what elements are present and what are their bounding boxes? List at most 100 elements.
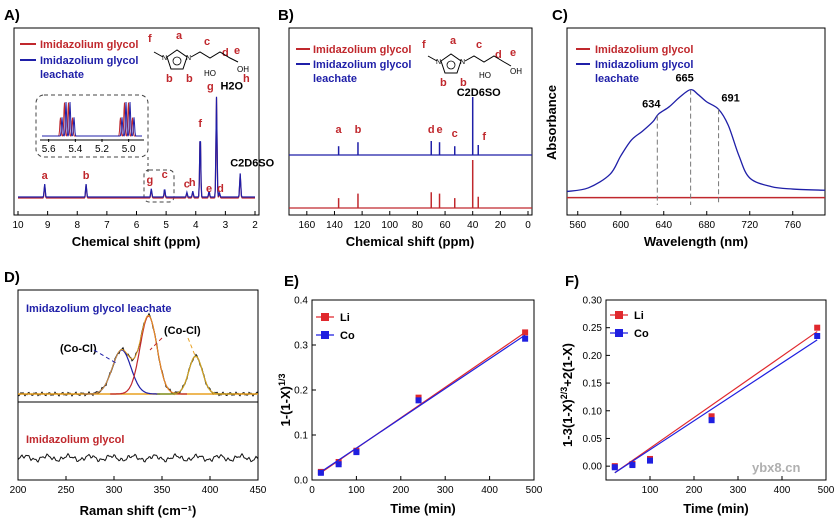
struct-h: h (243, 73, 250, 85)
panel-b-peak-label: a (336, 124, 343, 136)
b-struct-ho: HO (479, 71, 491, 80)
panel-c-xtick-label: 680 (698, 220, 715, 231)
panel-b-legend-leachate: Imidazolium glycol leachate (313, 59, 414, 85)
panel-d-plot (17, 312, 259, 463)
panel-b-xticks: 160 140 120 100 80 60 40 20 0 (298, 211, 531, 231)
panel-a-peak-label: c (184, 178, 190, 190)
panel-a-inset: 5.6 5.4 5.2 5.0 (40, 101, 144, 155)
b-struct-b1: b (440, 77, 447, 89)
panel-d-label: D) (4, 269, 20, 286)
b-struct-c: c (476, 39, 482, 51)
b-struct-n2: N (460, 59, 465, 66)
panel-c-xtick-label: 760 (784, 220, 801, 231)
panel-c-frame (566, 27, 826, 216)
panel-f-ylabel: 1-3(1-X)2/3+2(1-X) (559, 343, 575, 447)
panel-a: A) 10 9 8 7 6 5 4 3 2 Chemical shift (ppm) Imida… (4, 7, 275, 249)
struct-f: f (148, 33, 152, 45)
b-struct-f: f (422, 39, 426, 51)
panel-f-point-co (647, 457, 653, 464)
panel-b-xtick-label: 0 (525, 220, 531, 231)
panel-c-peak-label: 665 (675, 73, 693, 85)
panel-e-point-co (335, 461, 342, 468)
panel-d-glycol-label: Imidazolium glycol (26, 434, 124, 446)
panel-d-fit-envelope (18, 314, 258, 395)
panel-e-ylabel: 1-(1-X)1/3 (277, 374, 293, 427)
watermark: ybx8.cn (752, 460, 800, 475)
panel-a-peak-label: h (189, 177, 196, 189)
panel-b: B) 160 140 120 100 80 60 40 20 0 Chemical shift … (278, 7, 533, 249)
panel-b-legend-leachate-line1: Imidazolium glycol (313, 59, 411, 71)
panel-e-fit-line-co (320, 334, 526, 473)
panel-f-xtick-label: 400 (774, 485, 791, 496)
panel-a-structure: f a c d e b b g h OH HO N N (148, 30, 250, 93)
panel-a-leachate-spectrum (18, 96, 255, 198)
struct-d: d (222, 47, 229, 59)
panel-e-ytick-label: 0.4 (294, 296, 308, 307)
panel-e-xtick-label: 400 (481, 485, 498, 496)
panel-d-coc2-label: (Co-Cl) (164, 325, 201, 337)
panel-a-peak-label: C2D6SO (230, 157, 274, 169)
panel-d-arrow-1 (93, 349, 117, 364)
struct-g: g (207, 81, 214, 93)
panel-a-zoom-box (143, 169, 175, 203)
panel-a-peak-label: d (217, 183, 224, 195)
panel-d-xtick-label: 450 (250, 485, 267, 496)
b-struct-e: e (510, 47, 516, 59)
panel-f-ytick-label: 0.25 (583, 323, 603, 334)
panel-c-legend-glycol: Imidazolium glycol (595, 44, 693, 56)
panel-f-xtick-label: 500 (818, 485, 835, 496)
panel-d-xlabel: Raman shift (cm⁻¹) (80, 503, 197, 518)
panel-b-xtick-label: 100 (381, 220, 398, 231)
b-struct-ring (440, 53, 462, 74)
panel-f-plot: 100 200 300 400 500 0.00 0.05 0.10 0.15 0.20 0.25 0… (583, 296, 835, 497)
panel-b-frame (288, 27, 533, 216)
panel-f-point-co (611, 464, 618, 471)
panel-d-xticks: 200 250 300 350 400 450 (10, 476, 267, 496)
panel-c-xtick-label: 720 (741, 220, 758, 231)
panel-e-ytick-label: 0.3 (294, 341, 308, 352)
b-struct-b2: b (460, 77, 467, 89)
panel-d-xtick-label: 300 (106, 485, 123, 496)
panel-f-legend-co: Co (634, 328, 649, 340)
panel-e-point-li (522, 329, 529, 336)
panel-b-xtick-label: 60 (439, 220, 451, 231)
panel-f-frame (605, 299, 827, 481)
panel-f-ytick-label: 0.00 (583, 462, 603, 473)
panel-e-ytick-label: 0.2 (294, 386, 308, 397)
b-struct-bond (427, 55, 438, 62)
panel-e-frame (311, 299, 535, 481)
struct-chain (190, 51, 239, 63)
panel-d-xtick-label: 400 (202, 485, 219, 496)
panel-e-point-co (317, 469, 324, 476)
panel-c-xlabel: Wavelength (nm) (644, 234, 748, 249)
panel-b-xtick-label: 40 (467, 220, 479, 231)
panel-a-xtick-label: 2 (252, 220, 258, 231)
panel-f-xtick-label: 100 (642, 485, 659, 496)
panel-c-xtick-label: 560 (569, 220, 586, 231)
panel-a-peak-label: a (42, 170, 49, 182)
panel-a-peak-label: e (206, 183, 212, 195)
panel-f-ytick-label: 0.15 (583, 379, 603, 390)
panel-d-fit-component (83, 349, 161, 395)
panel-b-solvent-label: C2D6SO (457, 87, 501, 99)
panel-a-xtick-label: 8 (74, 220, 80, 231)
panel-b-peak-label: b (355, 124, 362, 136)
panel-b-peak-label: f (482, 131, 486, 143)
panel-a-peak-label: g (146, 175, 153, 187)
panel-b-spectra (289, 97, 532, 209)
b-struct-oh: OH (510, 67, 522, 76)
panel-b-xlabel: Chemical shift (ppm) (346, 234, 475, 249)
panel-e-xtick-label: 200 (392, 485, 409, 496)
panel-f: F) Time (min) 1-3(1-X)2/3+2(1-X) 100 200 3… (559, 273, 835, 516)
panel-c-peak-label: 691 (721, 92, 739, 104)
panel-a-peak-label: c (162, 169, 168, 181)
panel-d-leachate-label: Imidazolium glycol leachate (26, 303, 172, 315)
panel-e-xlabel: Time (min) (390, 501, 456, 516)
panel-a-xtick-label: 4 (193, 220, 199, 231)
panel-c-plot: 634 665 691 (566, 73, 826, 205)
b-struct-a: a (450, 35, 457, 47)
panel-a-spectra (18, 96, 255, 199)
panel-c-xtick-label: 600 (612, 220, 629, 231)
